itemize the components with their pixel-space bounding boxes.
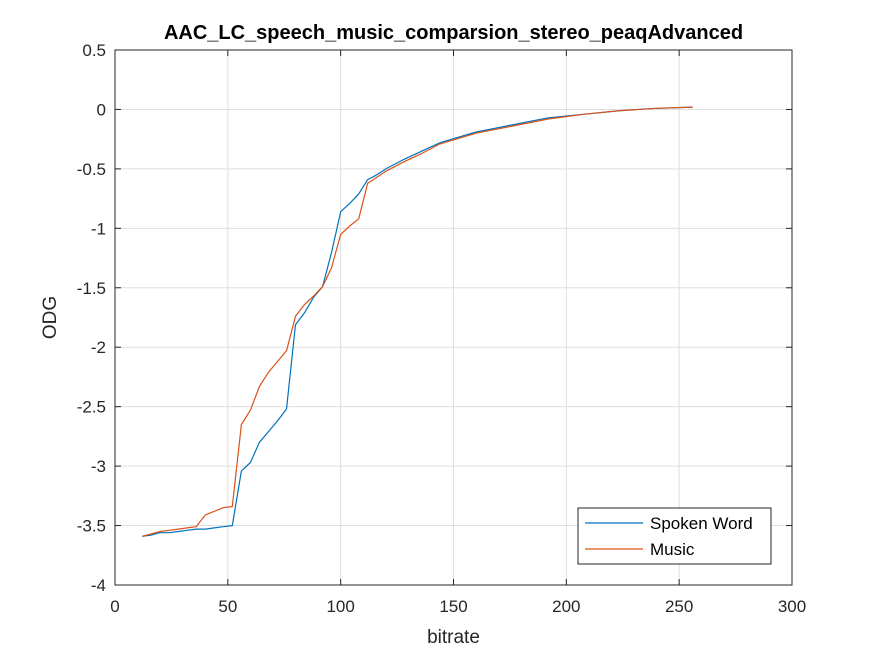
x-tick-label: 50: [218, 597, 237, 616]
x-axis-label: bitrate: [427, 627, 480, 648]
y-tick-label: -2: [91, 338, 106, 357]
legend: Spoken Word Music: [577, 507, 772, 565]
x-tick-label: 300: [778, 597, 806, 616]
x-tick-label: 200: [552, 597, 580, 616]
series-line-music: [141, 106, 693, 537]
y-axis-label: ODG: [40, 296, 61, 339]
y-tick-label: -4: [91, 576, 106, 595]
y-tick-label: -2.5: [77, 398, 106, 417]
y-tick-label: 0.5: [82, 41, 106, 60]
y-tick-label: -0.5: [77, 160, 106, 179]
series-line-spoken-word: [142, 106, 693, 537]
y-tick-label: -3.5: [77, 517, 106, 536]
x-tick-label: 150: [439, 597, 467, 616]
y-tick-label: 0: [97, 100, 106, 119]
tick-labels: 0 50 100 150 200 250 300 0.5 0 -0.5 -1 -1.5 -2 -2.5 -3…: [77, 41, 806, 616]
x-tick-label: 100: [326, 597, 354, 616]
legend-label-music: Music: [650, 540, 695, 559]
series-lines: [141, 106, 693, 537]
y-tick-label: -1: [91, 219, 106, 238]
axis-ticks: [114, 49, 793, 586]
y-tick-label: -3: [91, 457, 106, 476]
y-tick-label: -1.5: [77, 279, 106, 298]
chart-title: AAC_LC_speech_music_comparsion_stereo_pe…: [164, 22, 743, 44]
legend-label-spoken-word: Spoken Word: [650, 514, 753, 533]
legend-box: [577, 507, 772, 565]
x-tick-label: 250: [665, 597, 693, 616]
x-tick-label: 0: [110, 597, 119, 616]
